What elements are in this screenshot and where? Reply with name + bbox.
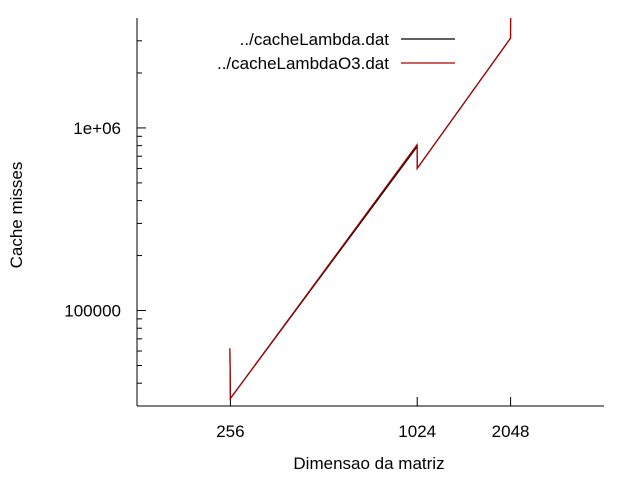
y-tick-label: 1e+06 (73, 119, 121, 138)
tick-group: 256 1024 2048 100000 1e+06 (64, 40, 530, 441)
legend-label-1: ../cacheLambda.dat (240, 30, 390, 49)
legend: ../cacheLambda.dat ../cacheLambdaO3.dat (217, 30, 455, 73)
x-tick-label: 1024 (398, 422, 436, 441)
series-group (229, 17, 512, 401)
axes (136, 18, 604, 407)
series-line-2 (229, 17, 512, 401)
x-tick-label: 2048 (492, 422, 530, 441)
y-axis-label: Cache misses (7, 162, 26, 269)
legend-label-2: ../cacheLambdaO3.dat (217, 54, 389, 73)
x-axis-label: Dimensao da matriz (293, 454, 444, 473)
y-tick-label: 100000 (64, 302, 121, 321)
x-tick-label: 256 (216, 422, 244, 441)
